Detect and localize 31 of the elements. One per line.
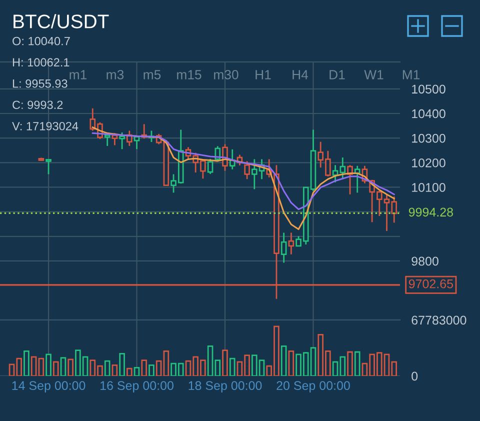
- y-tick-label: 10400: [412, 109, 446, 118]
- y-tick-label: 0: [412, 372, 418, 381]
- annotation: m15: [177, 70, 202, 80]
- annotation: W1: [364, 70, 384, 80]
- text: O: 10040.7: [12, 36, 70, 46]
- annotation: D1: [330, 70, 345, 80]
- annotation: m1: [70, 70, 87, 80]
- annotation: H4: [292, 70, 308, 80]
- annotation: H1: [256, 70, 271, 80]
- y-tick-label: 10200: [412, 158, 446, 168]
- y-tick-label: 10100: [412, 183, 446, 192]
- annotation: L: 9955.93: [12, 79, 68, 88]
- annotation: C: 9993.2: [12, 100, 63, 110]
- ref-line-label: 9702.65: [408, 279, 453, 288]
- x-tick-label: 20 Sep 00:00: [276, 381, 350, 392]
- annotation: V: 17193024: [12, 122, 78, 130]
- y-tick-label: 9800: [412, 256, 438, 266]
- annotation: m3: [106, 70, 124, 80]
- text: M1: [402, 70, 420, 80]
- x-tick-label: 14 Sep 00:00: [12, 381, 86, 392]
- annotation: m5: [144, 70, 161, 80]
- line-series: [92, 132, 395, 210]
- annotation: H: 10062.1: [12, 58, 70, 67]
- annotation: m30: [214, 70, 238, 80]
- y-tick-label: 10500: [412, 84, 446, 94]
- x-tick-label: 18 Sep 00:00: [188, 381, 262, 392]
- y-tick-label: 67783000: [412, 316, 466, 325]
- y-tick-label: 10300: [412, 134, 446, 143]
- chart-title: BTC/USDT: [14, 14, 109, 28]
- ref-line-label: 9994.28: [408, 208, 453, 217]
- x-tick-label: 16 Sep 00:00: [100, 381, 174, 392]
